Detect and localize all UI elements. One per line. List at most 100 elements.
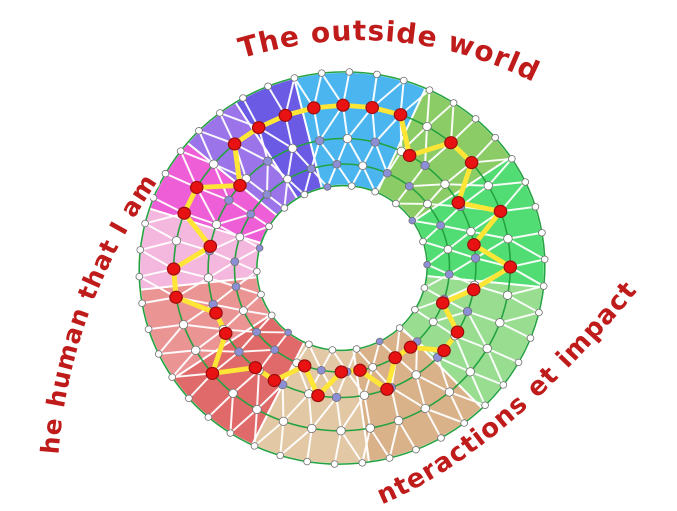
white-node [443, 245, 453, 254]
score-node-red [380, 382, 394, 396]
purple-node [370, 137, 380, 147]
white-node [419, 237, 427, 246]
white-node [154, 350, 163, 358]
score-node-red [306, 101, 321, 115]
purple-node [420, 160, 430, 171]
white-node [203, 273, 214, 283]
purple-node [382, 168, 392, 178]
score-node-red [267, 373, 282, 388]
purple-node [436, 221, 445, 230]
white-node [425, 86, 434, 94]
score-node-red [227, 137, 242, 151]
score-node-red [278, 108, 293, 122]
score-node-red [467, 238, 481, 252]
score-node-red [464, 156, 479, 170]
white-node [393, 416, 404, 426]
white-node [226, 429, 235, 437]
score-node-red [466, 283, 481, 297]
white-node [358, 161, 368, 171]
white-node [502, 290, 513, 300]
white-node [371, 188, 379, 196]
white-node [526, 334, 535, 342]
white-node [204, 413, 213, 421]
white-node [280, 204, 289, 212]
purple-node [231, 282, 241, 291]
purple-node [284, 328, 292, 337]
score-node-red [450, 325, 465, 339]
white-node [342, 134, 353, 144]
score-node-red [388, 351, 402, 365]
white-node [460, 419, 468, 427]
white-node [411, 305, 419, 314]
score-node-red [297, 359, 312, 373]
white-node [178, 320, 189, 330]
white-node [191, 345, 201, 355]
score-node-red [205, 366, 220, 380]
white-node [422, 121, 432, 132]
white-node [440, 179, 450, 189]
white-node [514, 358, 523, 367]
white-node [538, 229, 546, 237]
white-node [373, 70, 381, 79]
white-node [211, 219, 222, 230]
score-node-red [177, 206, 191, 220]
white-node [328, 346, 337, 354]
white-node [336, 426, 346, 436]
white-node [385, 454, 394, 462]
white-node [437, 434, 445, 442]
score-node-red [203, 239, 218, 253]
white-node [278, 416, 289, 426]
white-node [305, 340, 313, 348]
white-node [135, 272, 144, 281]
white-node [482, 343, 492, 354]
purple-node [423, 260, 431, 269]
white-node [449, 99, 458, 107]
white-node [465, 367, 475, 377]
white-node [330, 460, 339, 468]
white-node [352, 345, 361, 353]
purple-node [255, 244, 264, 252]
purple-node [230, 257, 240, 266]
purple-node [262, 190, 272, 199]
white-node [138, 299, 146, 307]
white-node [141, 219, 149, 228]
white-node [216, 109, 224, 117]
white-node [347, 182, 356, 190]
white-node [253, 267, 261, 276]
white-node [395, 324, 404, 332]
wheel [135, 68, 549, 468]
white-node [423, 199, 432, 209]
white-node [300, 190, 309, 199]
score-node-red [233, 178, 247, 192]
purple-node [470, 253, 481, 263]
purple-node [323, 183, 332, 191]
white-node [239, 94, 247, 102]
purple-node [314, 136, 325, 146]
white-node [283, 174, 292, 184]
score-node-red [311, 389, 325, 403]
white-node [495, 318, 505, 328]
score-node-red [218, 326, 233, 340]
white-node [521, 178, 530, 186]
white-node [359, 390, 370, 400]
purple-node [270, 345, 280, 355]
white-node [267, 311, 276, 320]
white-node [276, 451, 285, 460]
white-node [368, 363, 378, 372]
white-node [228, 388, 238, 398]
purple-node [404, 181, 414, 191]
score-node-red [189, 180, 204, 195]
white-node [250, 442, 259, 450]
white-node [365, 423, 375, 433]
score-node-red [503, 260, 518, 274]
white-node [503, 234, 513, 244]
score-node-red [169, 290, 183, 304]
label-human-that-i-am: The human that I am [0, 0, 163, 455]
white-node [491, 133, 499, 142]
white-node [345, 68, 354, 76]
white-node [265, 222, 273, 231]
score-node-red [336, 98, 350, 112]
white-node [444, 387, 455, 397]
white-node [239, 306, 248, 315]
white-node [317, 69, 326, 77]
